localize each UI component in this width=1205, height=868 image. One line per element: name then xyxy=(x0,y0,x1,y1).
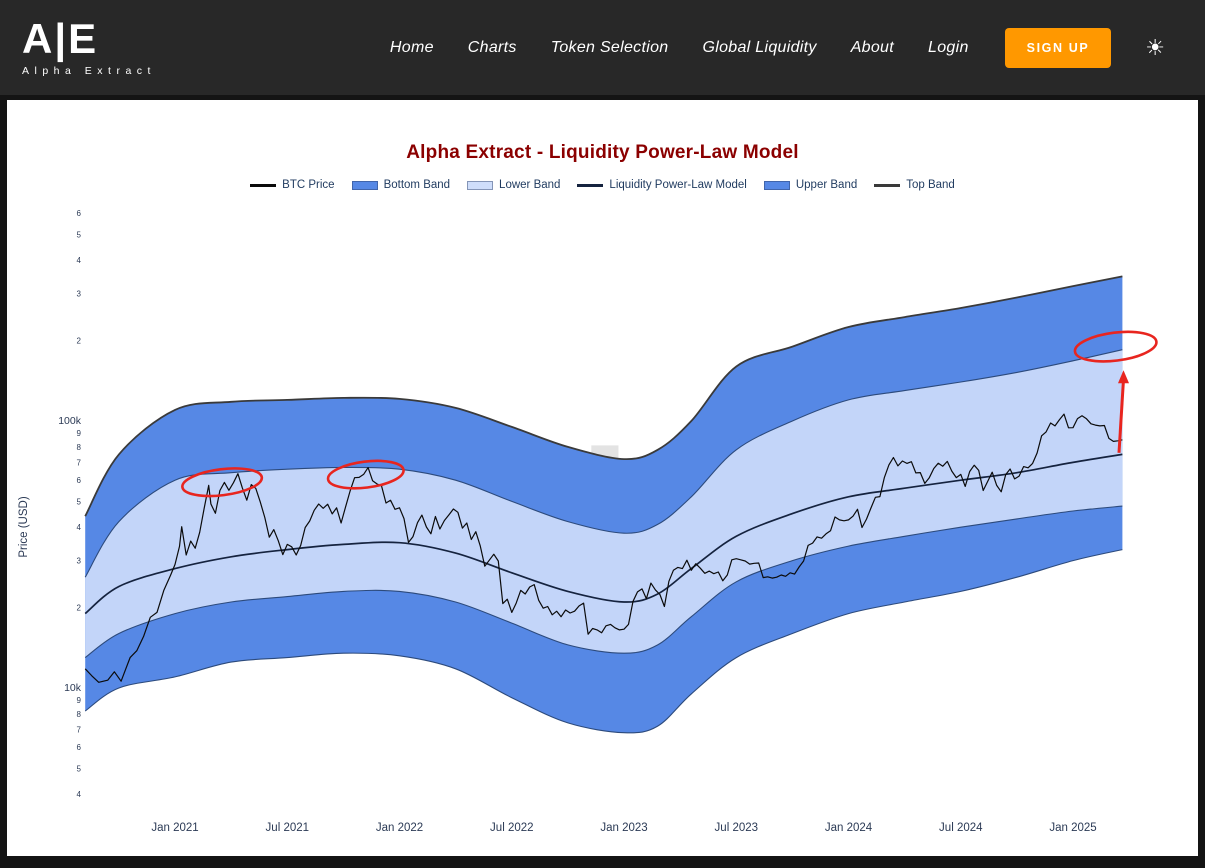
x-tick-label: Jan 2023 xyxy=(600,822,647,834)
inner-band-area xyxy=(85,349,1123,658)
y-tick-label: 3 xyxy=(77,557,82,566)
legend-label: Lower Band xyxy=(499,179,561,191)
nav-home[interactable]: Home xyxy=(389,38,434,56)
y-tick-label: 5 xyxy=(77,230,82,239)
y-tick-label: 4 xyxy=(77,790,82,799)
y-tick-label: 4 xyxy=(77,256,82,265)
legend-item-bottom-band[interactable]: Bottom Band xyxy=(351,179,451,191)
annotation-arrow xyxy=(1117,379,1125,453)
y-tick-label: 100k xyxy=(58,415,82,427)
x-tick-label: Jan 2024 xyxy=(825,822,873,834)
upper-band-line xyxy=(84,349,1123,578)
x-tick-label: Jul 2023 xyxy=(715,822,758,834)
legend-swatch-band-icon xyxy=(467,180,494,190)
y-tick-label: 4 xyxy=(77,523,82,532)
y-tick-label: 5 xyxy=(77,497,82,506)
top-band-line xyxy=(84,275,1123,517)
bottom-band-line xyxy=(84,549,1123,734)
legend-label: Top Band xyxy=(906,179,955,191)
legend-label: Liquidity Power-Law Model xyxy=(609,179,747,191)
y-tick-label: 10k xyxy=(64,682,82,694)
y-tick-label: 8 xyxy=(77,443,82,452)
y-tick-label: 6 xyxy=(77,743,82,752)
annotation-arrow-head xyxy=(1118,370,1129,384)
lower-band-line xyxy=(84,505,1123,659)
legend-label: BTC Price xyxy=(282,179,335,191)
y-tick-label: 3 xyxy=(77,290,82,299)
nav-global-liquidity[interactable]: Global Liquidity xyxy=(702,38,817,56)
y-tick-label: 6 xyxy=(77,209,82,218)
legend-swatch-band-icon xyxy=(763,180,790,190)
chart-title: Alpha Extract - Liquidity Power-Law Mode… xyxy=(406,142,799,163)
legend-item-lower-band[interactable]: Lower Band xyxy=(467,179,560,191)
annotation-ellipse xyxy=(181,467,264,498)
chart-legend: BTC Price Bottom Band Lower Band Liquidi… xyxy=(7,179,1198,191)
legend-label: Upper Band xyxy=(795,179,858,191)
y-tick-label: 9 xyxy=(77,696,82,705)
y-tick-label: 7 xyxy=(77,725,82,734)
nav-token-selection[interactable]: Token Selection xyxy=(550,38,669,56)
logo-mark: A|E xyxy=(22,15,99,62)
legend-item-upper-band[interactable]: Upper Band xyxy=(763,179,858,191)
y-tick-label: 8 xyxy=(77,710,82,719)
content-panel: Alpha Extract - Liquidity Power-Law Mode… xyxy=(7,100,1198,856)
outer-band-area xyxy=(85,276,1123,733)
theme-toggle-sun-icon[interactable]: ☀ xyxy=(1145,34,1165,60)
x-tick-label: Jul 2022 xyxy=(490,822,533,834)
legend-label: Bottom Band xyxy=(383,179,451,191)
y-tick-label: 9 xyxy=(77,429,82,438)
x-tick-label: Jan 2025 xyxy=(1049,822,1096,834)
y-tick-label: 2 xyxy=(77,337,82,346)
annotation-ellipse xyxy=(1073,330,1158,363)
x-tick-label: Jul 2024 xyxy=(939,822,983,834)
x-tick-label: Jan 2022 xyxy=(376,822,423,834)
nav-charts[interactable]: Charts xyxy=(467,38,517,56)
y-tick-label: 7 xyxy=(77,458,82,467)
legend-item-top-band[interactable]: Top Band xyxy=(874,179,955,191)
annotation-ellipse xyxy=(326,459,405,490)
legend-item-model[interactable]: Liquidity Power-Law Model xyxy=(577,179,747,191)
btc-price-line xyxy=(84,413,1123,683)
legend-swatch-line-icon xyxy=(874,183,901,187)
nav-login[interactable]: Login xyxy=(928,38,969,56)
legend-item-btc-price[interactable]: BTC Price xyxy=(250,179,335,191)
header: A|E Alpha Extract Home Charts Token Sele… xyxy=(0,0,1205,95)
y-tick-label: 6 xyxy=(77,476,82,485)
main-nav: Home Charts Token Selection Global Liqui… xyxy=(390,39,969,57)
sign-up-button[interactable]: SIGN UP xyxy=(1004,27,1112,68)
logo-name: Alpha Extract xyxy=(22,65,156,77)
y-axis-label: Price (USD) xyxy=(18,496,30,558)
model-line xyxy=(84,453,1123,615)
logo[interactable]: A|E Alpha Extract xyxy=(22,15,156,78)
legend-swatch-line-icon xyxy=(577,183,604,187)
nav-about[interactable]: About xyxy=(850,38,894,56)
y-tick-label: 2 xyxy=(77,604,82,613)
x-tick-label: Jan 2021 xyxy=(151,822,198,834)
legend-swatch-line-icon xyxy=(250,183,277,187)
legend-swatch-band-icon xyxy=(351,180,378,190)
x-tick-label: Jul 2021 xyxy=(266,822,309,834)
y-tick-label: 5 xyxy=(77,764,82,773)
